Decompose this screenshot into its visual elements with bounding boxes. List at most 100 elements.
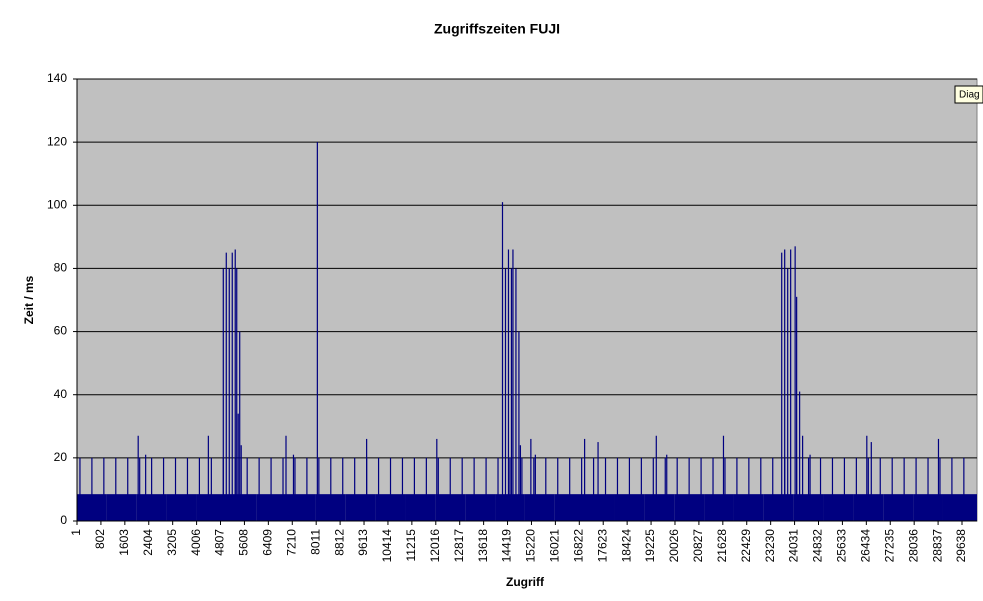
bar [796,296,798,521]
x-tick-label: 1603 [117,529,131,556]
bar [166,494,197,521]
bar [640,457,642,521]
bar [794,246,796,522]
bar [485,457,487,521]
bar [652,457,654,521]
bar [106,494,137,521]
bar [473,457,475,521]
x-tick-label: 17623 [595,529,609,563]
x-tick-label: 16021 [548,529,562,563]
bar [237,413,239,521]
bar [449,457,451,521]
bar [530,438,532,521]
x-tick-label: 25633 [835,529,849,563]
bar [951,457,953,521]
x-tick-label: 16822 [571,529,585,563]
bar [664,457,666,521]
bar [316,142,318,521]
bar [345,494,376,521]
y-tick-label: 40 [54,387,68,401]
bar [103,457,105,521]
x-tick-label: 15220 [524,529,538,563]
bar [802,435,804,521]
bar [807,457,810,521]
bar [879,457,881,521]
bar [787,268,789,521]
bar [425,457,427,521]
bar [162,457,165,521]
bar [504,268,507,521]
x-tick-label: 19225 [643,529,657,563]
bar [942,494,977,521]
bar [676,457,678,521]
bar [294,457,296,521]
x-tick-label: 3205 [165,529,179,556]
bar [507,249,510,521]
bar [127,457,129,521]
bar [497,457,499,521]
bar [722,435,725,521]
x-tick-label: 22429 [739,529,753,563]
bar [616,457,619,521]
x-tick-label: 24031 [787,529,801,563]
bar [644,494,675,521]
bar [270,457,272,521]
bar [867,457,869,521]
bar [883,494,914,521]
bar [545,457,547,521]
bar [91,457,93,521]
bar [772,457,774,521]
y-axis-label: Zeit / ms [22,275,36,324]
bar [342,457,344,521]
bar [937,438,940,521]
bar [115,457,117,521]
bar [512,249,514,521]
x-tick-label: 7210 [284,529,298,556]
bar [927,457,929,521]
bar [843,457,846,521]
bar [870,442,872,521]
x-tick-label: 5608 [237,529,251,556]
x-tick-label: 20026 [667,529,681,563]
bar [666,454,668,521]
x-tick-label: 20827 [691,529,705,563]
bar [510,268,513,521]
x-tick-label: 9613 [356,529,370,556]
bar [915,457,917,521]
bar [819,457,822,521]
bar [292,454,295,521]
bar [437,457,439,521]
bar [236,268,238,521]
bar [533,457,535,521]
bar [509,457,511,521]
bar [518,331,520,521]
bar [151,457,153,521]
bar [790,249,792,521]
bar [354,457,356,521]
bar [436,438,438,521]
bar [286,494,316,521]
bar [318,457,320,521]
bar [592,457,595,521]
x-tick-label: 4807 [213,529,227,556]
y-tick-label: 60 [54,324,68,338]
bar [258,457,260,521]
x-tick-label: 11215 [404,529,418,562]
x-tick-label: 24832 [811,529,825,563]
bar [465,494,496,521]
bar [198,457,201,521]
bar [763,494,794,521]
bar [866,435,868,521]
bar [855,457,857,521]
x-tick-label: 4006 [189,529,203,556]
bar [137,435,139,521]
bar [604,457,607,521]
tooltip: Diag [959,90,980,101]
bar [584,494,615,521]
y-tick-label: 140 [47,71,67,85]
bar [891,457,893,521]
bar [186,457,189,521]
bar [939,457,941,521]
x-tick-label: 23230 [763,529,777,563]
